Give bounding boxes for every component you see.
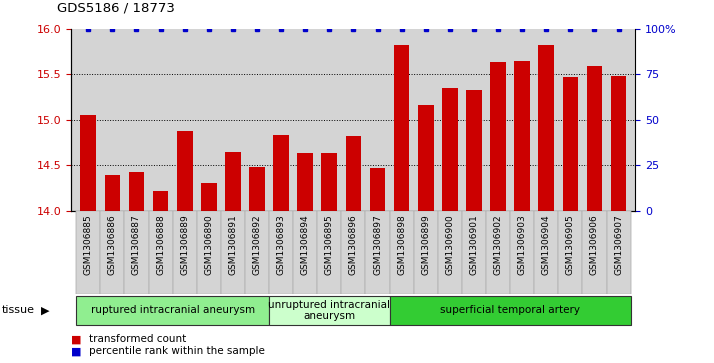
FancyBboxPatch shape: [269, 295, 390, 325]
Bar: [442, 88, 458, 211]
Text: tissue: tissue: [1, 305, 34, 315]
FancyBboxPatch shape: [76, 295, 269, 325]
Bar: [149, 211, 173, 294]
Bar: [76, 211, 101, 294]
Text: GSM1306904: GSM1306904: [542, 215, 550, 276]
Bar: [197, 211, 221, 294]
Bar: [370, 168, 386, 211]
Bar: [269, 211, 293, 294]
Text: GSM1306890: GSM1306890: [204, 215, 213, 276]
Bar: [606, 211, 630, 294]
Bar: [298, 153, 313, 211]
Text: GSM1306907: GSM1306907: [614, 215, 623, 276]
Bar: [317, 211, 341, 294]
Bar: [558, 211, 583, 294]
Text: ■: ■: [71, 334, 82, 344]
Text: GSM1306895: GSM1306895: [325, 215, 334, 276]
Bar: [225, 151, 241, 211]
Bar: [124, 211, 149, 294]
Bar: [201, 183, 216, 211]
Text: GSM1306898: GSM1306898: [397, 215, 406, 276]
Text: GSM1306893: GSM1306893: [276, 215, 286, 276]
Text: unruptured intracranial
aneurysm: unruptured intracranial aneurysm: [268, 299, 391, 321]
Bar: [245, 211, 269, 294]
Bar: [462, 211, 486, 294]
FancyBboxPatch shape: [390, 295, 630, 325]
Bar: [587, 66, 603, 211]
Bar: [173, 211, 197, 294]
Bar: [293, 211, 317, 294]
Text: GSM1306905: GSM1306905: [566, 215, 575, 276]
Bar: [104, 175, 120, 211]
Bar: [390, 211, 413, 294]
Text: GSM1306886: GSM1306886: [108, 215, 117, 276]
Bar: [413, 211, 438, 294]
Bar: [514, 61, 530, 211]
Bar: [101, 211, 124, 294]
Bar: [321, 153, 337, 211]
Text: transformed count: transformed count: [89, 334, 186, 344]
Bar: [177, 131, 193, 211]
Text: ▶: ▶: [41, 305, 50, 315]
Bar: [510, 211, 534, 294]
Text: GSM1306897: GSM1306897: [373, 215, 382, 276]
Bar: [394, 45, 409, 211]
Bar: [346, 136, 361, 211]
Text: GSM1306903: GSM1306903: [518, 215, 527, 276]
Bar: [273, 135, 289, 211]
Text: ruptured intracranial aneurysm: ruptured intracranial aneurysm: [91, 305, 255, 315]
Text: GSM1306887: GSM1306887: [132, 215, 141, 276]
Text: GSM1306899: GSM1306899: [421, 215, 431, 276]
Bar: [583, 211, 606, 294]
Bar: [466, 90, 482, 211]
Text: GDS5186 / 18773: GDS5186 / 18773: [57, 1, 175, 15]
Bar: [221, 211, 245, 294]
Bar: [486, 211, 510, 294]
Text: GSM1306888: GSM1306888: [156, 215, 165, 276]
Text: GSM1306892: GSM1306892: [253, 215, 261, 276]
Text: superficial temporal artery: superficial temporal artery: [440, 305, 580, 315]
Text: GSM1306906: GSM1306906: [590, 215, 599, 276]
Bar: [534, 211, 558, 294]
Text: GSM1306894: GSM1306894: [301, 215, 310, 276]
Bar: [366, 211, 390, 294]
Text: ■: ■: [71, 346, 82, 356]
Bar: [341, 211, 366, 294]
Bar: [563, 77, 578, 211]
Text: GSM1306901: GSM1306901: [470, 215, 478, 276]
Text: GSM1306889: GSM1306889: [180, 215, 189, 276]
Bar: [418, 105, 433, 211]
Bar: [81, 115, 96, 211]
Text: percentile rank within the sample: percentile rank within the sample: [89, 346, 265, 356]
Text: GSM1306896: GSM1306896: [349, 215, 358, 276]
Text: GSM1306902: GSM1306902: [493, 215, 503, 276]
Text: GSM1306891: GSM1306891: [228, 215, 237, 276]
Bar: [153, 191, 169, 211]
Bar: [538, 45, 554, 211]
Bar: [491, 62, 506, 211]
Bar: [438, 211, 462, 294]
Bar: [129, 171, 144, 211]
Bar: [610, 76, 626, 211]
Text: GSM1306900: GSM1306900: [446, 215, 454, 276]
Bar: [249, 167, 265, 211]
Text: GSM1306885: GSM1306885: [84, 215, 93, 276]
